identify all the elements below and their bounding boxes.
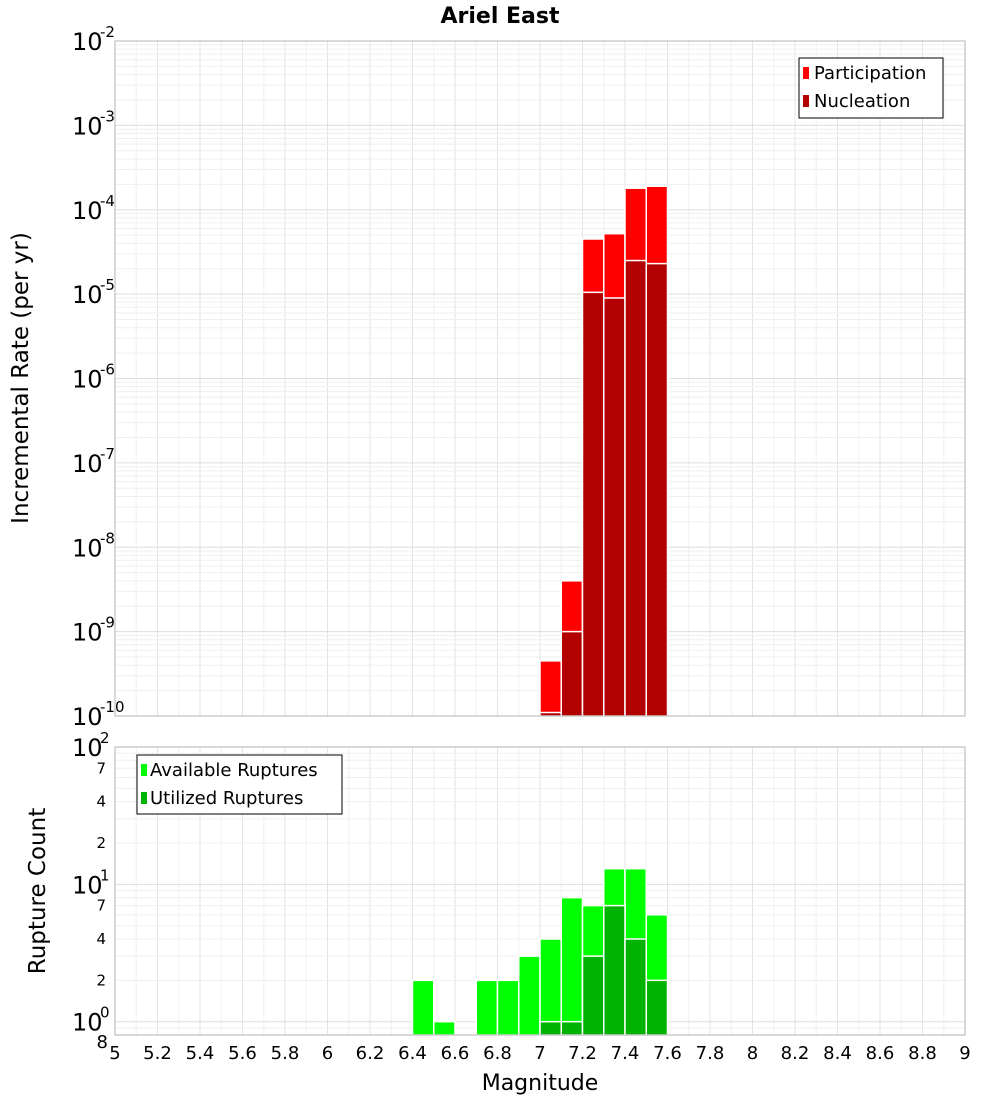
bar-utilized-ruptures — [603, 904, 626, 1036]
bar-nucleation — [603, 297, 626, 717]
x-tick-label: 5.2 — [143, 1043, 172, 1064]
top-legend: Participation Nucleation — [798, 57, 944, 119]
bar-participation — [539, 660, 562, 717]
x-tick-label: 8.2 — [781, 1043, 810, 1064]
x-tick-label: 6.8 — [483, 1043, 512, 1064]
bar-nucleation — [560, 630, 584, 717]
x-tick-label: 8.4 — [823, 1043, 852, 1064]
bottom-y-axis-label: Rupture Count — [25, 808, 51, 974]
bar-available-ruptures — [433, 1020, 456, 1036]
x-tick-label: 7.6 — [653, 1043, 682, 1064]
y-tick-label-base: 10 — [72, 534, 103, 562]
legend-label-utilized-ruptures: Utilized Ruptures — [150, 788, 303, 809]
y-tick-label-base: 10 — [72, 366, 103, 394]
y-tick-label-minor: 7 — [96, 759, 106, 777]
x-tick-label: 6.2 — [356, 1043, 385, 1064]
y-tick-label-base: 10 — [72, 450, 103, 478]
y-tick-label-exponent: 1 — [100, 866, 110, 884]
x-tick-label: 5.6 — [228, 1043, 257, 1064]
y-tick-label-minor: 8 — [97, 1032, 108, 1053]
y-tick-label-exponent: -8 — [100, 529, 115, 547]
y-tick-label-exponent: 2 — [100, 729, 110, 747]
top-plot-frame — [114, 40, 966, 717]
top-legend-box — [798, 57, 944, 119]
y-tick-label-base: 10 — [72, 619, 103, 647]
y-tick-label-minor: 4 — [96, 793, 106, 811]
x-tick-label: 7 — [534, 1043, 545, 1064]
bar-utilized-ruptures — [645, 979, 669, 1036]
x-tick-label: 5 — [109, 1043, 120, 1064]
legend-label-participation: Participation — [814, 63, 926, 84]
x-tick-label: 8.8 — [908, 1043, 937, 1064]
y-tick-label-exponent: -5 — [100, 276, 115, 294]
bar-nucleation — [624, 259, 647, 717]
bar-available-ruptures — [560, 896, 584, 1036]
top-plot-bars — [539, 185, 669, 717]
y-tick-label-exponent: -9 — [100, 614, 115, 632]
legend-swatch-participation — [803, 67, 809, 79]
y-tick-label-base: 10 — [72, 281, 103, 309]
y-tick-label-minor: 2 — [96, 834, 106, 852]
y-tick-label-base: 10 — [72, 112, 103, 140]
y-tick-label-exponent: -2 — [100, 23, 115, 41]
y-tick-label-minor: 4 — [96, 930, 106, 948]
y-tick-label-exponent: -6 — [100, 361, 115, 379]
x-tick-label: 7.8 — [696, 1043, 725, 1064]
y-tick-label-minor: 7 — [96, 897, 106, 915]
bar-available-ruptures — [475, 979, 499, 1036]
top-plot-gridlines — [114, 40, 966, 717]
bar-nucleation — [645, 262, 669, 717]
x-axis-label: Magnitude — [482, 1071, 599, 1096]
x-tick-label: 8 — [747, 1043, 758, 1064]
bar-utilized-ruptures — [581, 955, 605, 1036]
chart-title: Ariel East — [440, 4, 560, 29]
y-tick-label-base: 10 — [72, 197, 103, 225]
y-tick-label-base: 10 — [72, 734, 103, 762]
y-tick-label-exponent: -4 — [100, 192, 115, 210]
bottom-legend: Available Ruptures Utilized Ruptures — [136, 754, 343, 815]
bottom-plot-frame — [114, 746, 966, 1036]
y-tick-label-exponent: -3 — [100, 107, 115, 125]
bar-utilized-ruptures — [560, 1020, 584, 1036]
bar-available-ruptures — [539, 938, 562, 1036]
bar-available-ruptures — [518, 955, 541, 1036]
legend-swatch-nucleation — [803, 95, 809, 107]
bar-nucleation — [581, 291, 605, 717]
y-tick-label-exponent: 0 — [100, 1004, 110, 1022]
bar-utilized-ruptures — [539, 1020, 562, 1036]
bar-available-ruptures — [411, 979, 435, 1036]
x-tick-label: 5.8 — [271, 1043, 300, 1064]
y-tick-label-exponent: -10 — [100, 698, 125, 716]
bottom-plot-bars — [411, 867, 669, 1036]
x-tick-label: 7.2 — [568, 1043, 597, 1064]
legend-swatch-available-ruptures — [141, 764, 147, 776]
y-tick-label-base: 10 — [72, 1009, 103, 1037]
x-tick-label: 6.6 — [441, 1043, 470, 1064]
x-tick-label: 5.4 — [186, 1043, 215, 1064]
legend-label-available-ruptures: Available Ruptures — [150, 760, 318, 781]
bar-available-ruptures — [496, 979, 520, 1036]
bar-utilized-ruptures — [624, 938, 647, 1036]
top-y-tick-labels: 10-210-310-410-510-610-710-810-910-10 — [72, 23, 125, 731]
x-tick-label: 8.6 — [866, 1043, 895, 1064]
x-tick-label: 6.4 — [398, 1043, 427, 1064]
y-tick-label-base: 10 — [72, 28, 103, 56]
y-tick-label-base: 10 — [72, 871, 103, 899]
bar-nucleation — [539, 711, 562, 717]
bottom-legend-box — [136, 754, 343, 815]
x-tick-label: 7.4 — [611, 1043, 640, 1064]
x-tick-labels: 5 5.2 5.4 5.6 5.8 6 6.2 6.4 6.6 6.8 7 7.2 7.4 7.6 7.8 8… — [109, 1043, 970, 1064]
legend-label-nucleation: Nucleation — [814, 91, 910, 112]
x-tick-label: 6 — [322, 1043, 333, 1064]
top-y-axis-label: Incremental Rate (per yr) — [8, 232, 34, 524]
x-tick-label: 9 — [959, 1043, 970, 1064]
y-tick-label-minor: 2 — [96, 971, 106, 989]
y-tick-label-exponent: -7 — [100, 445, 115, 463]
y-tick-label-base: 10 — [72, 703, 103, 731]
legend-swatch-utilized-ruptures — [141, 792, 147, 804]
